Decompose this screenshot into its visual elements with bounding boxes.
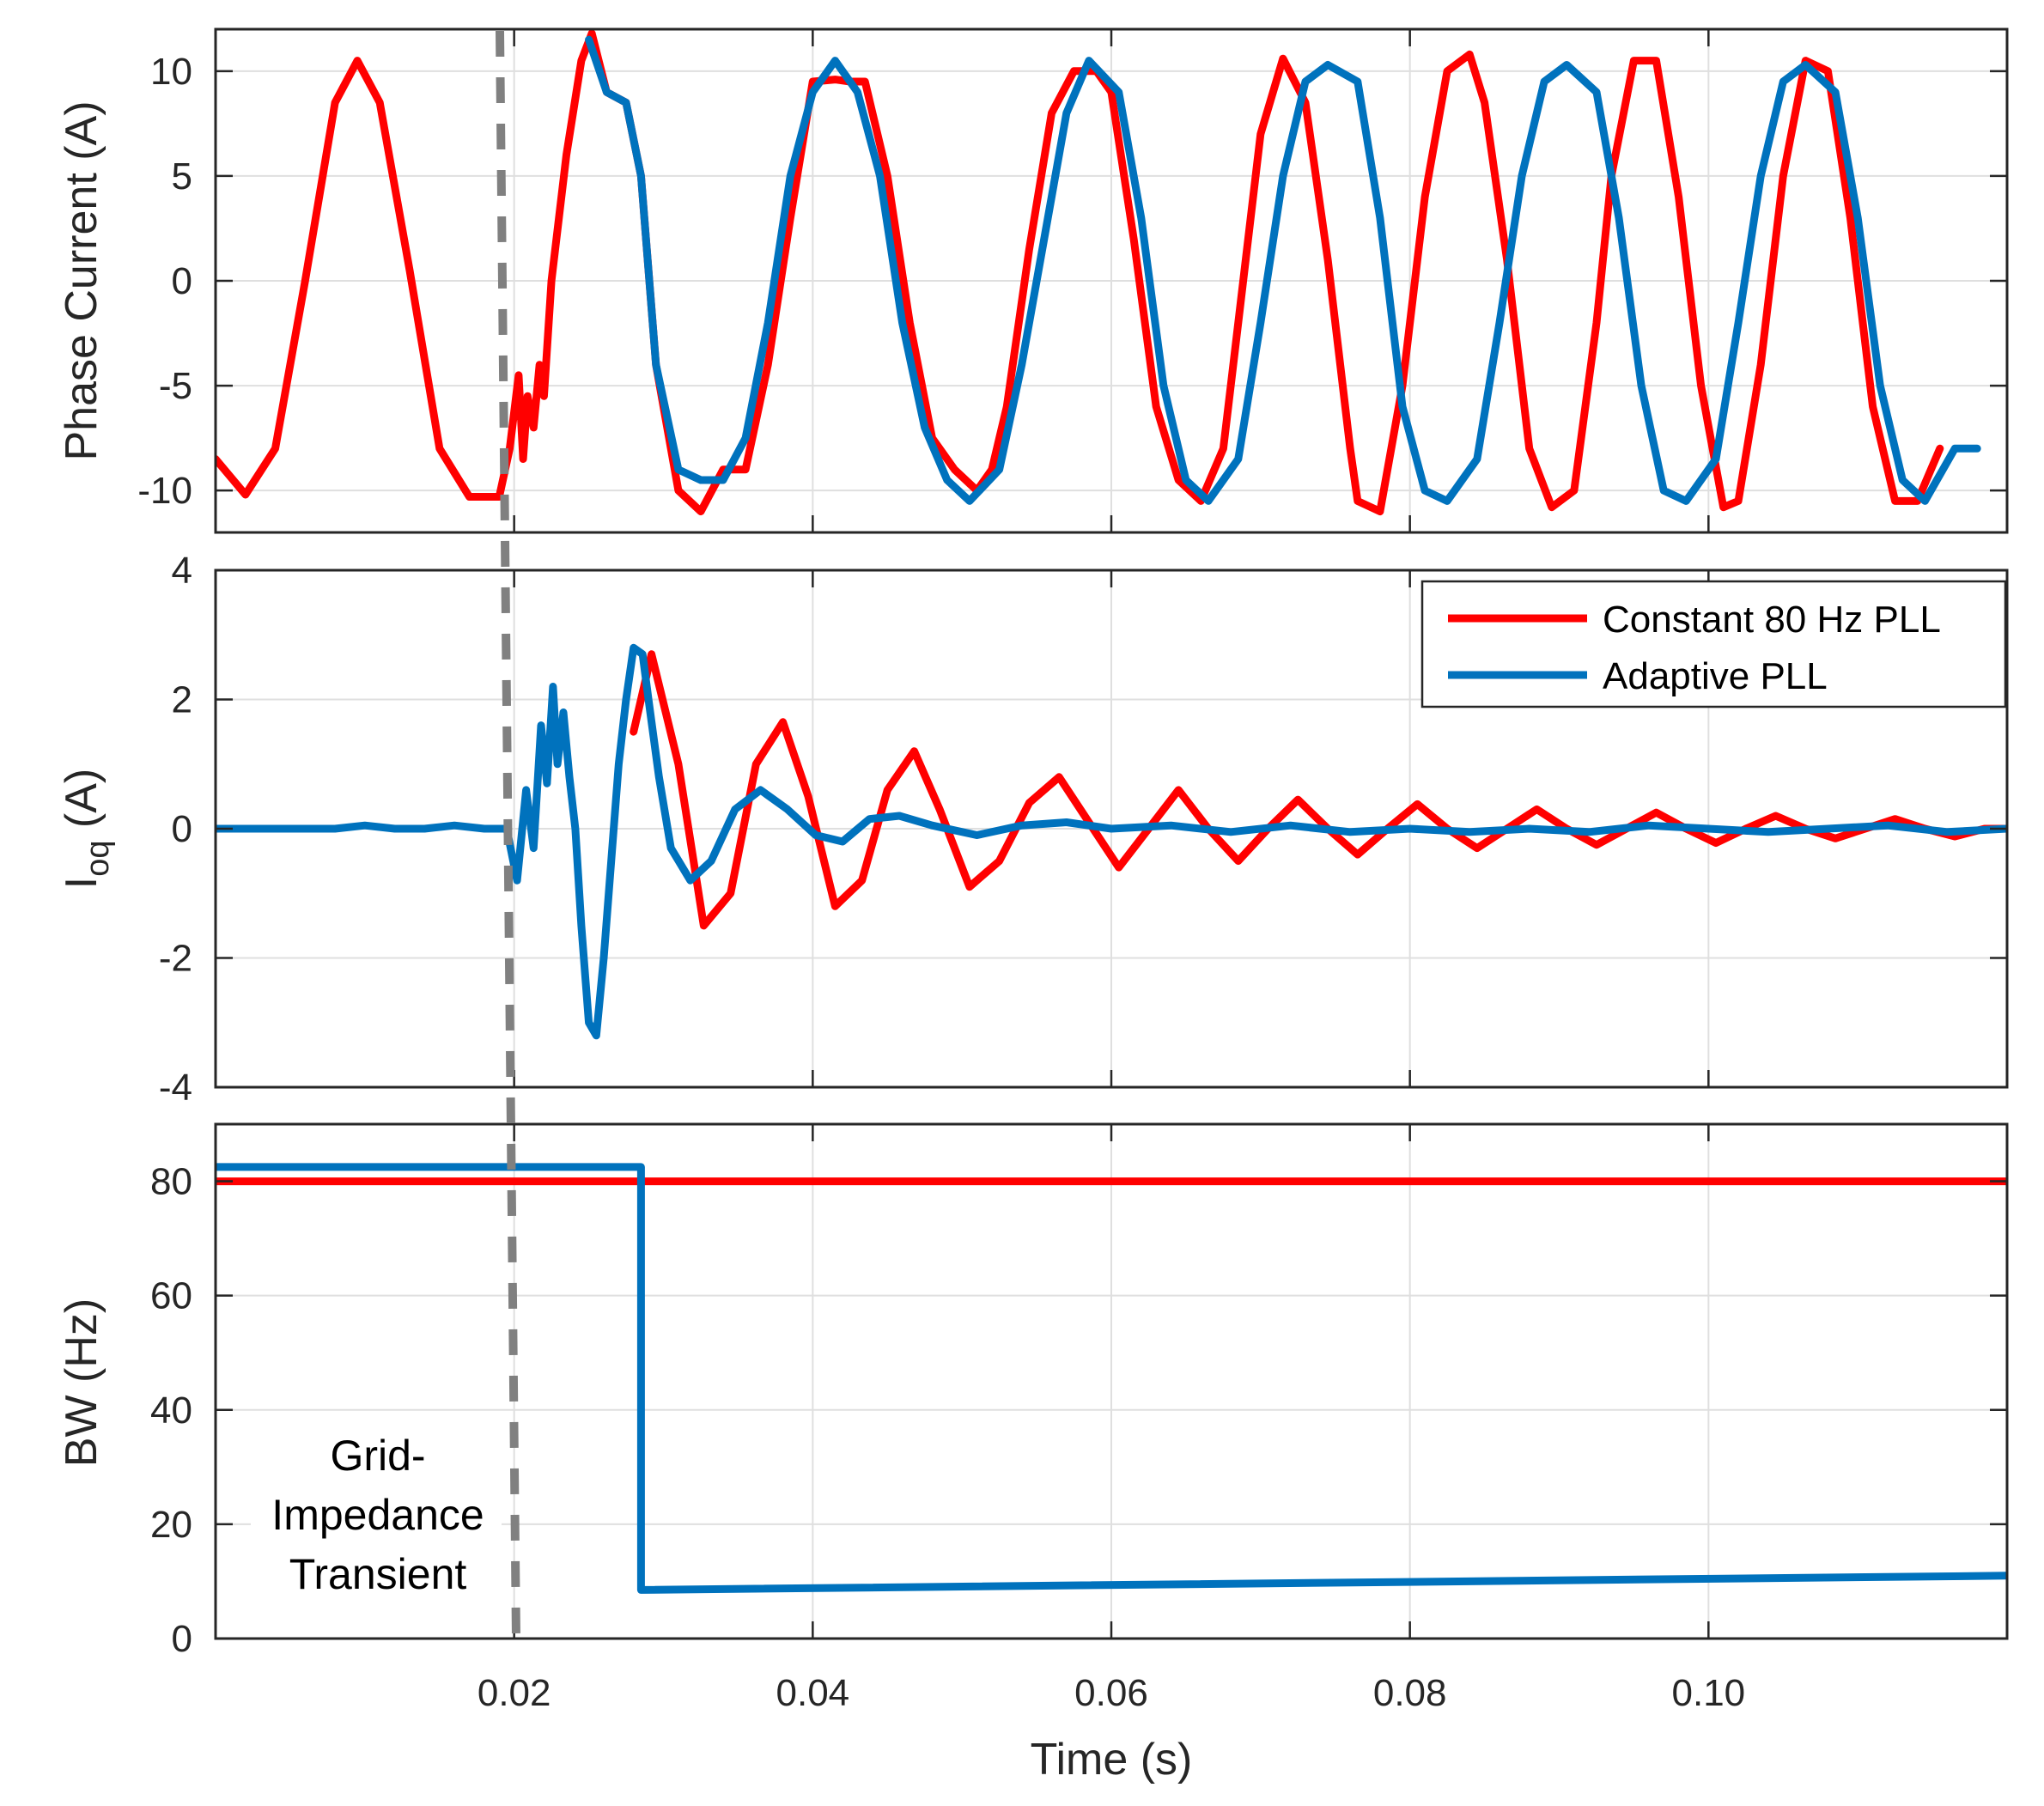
ioq-ytick-label: -4 (159, 1067, 192, 1109)
annotation-line-1: Grid- (330, 1432, 425, 1480)
ioq-ylabel-main: I (57, 877, 106, 889)
phase-current-yticks: 10 5 0 -5 -10 (137, 29, 2007, 532)
phase-current-panel: 10 5 0 -5 -10 Phase Current (A) (57, 27, 2009, 534)
ioq-ylabel-subscript: oq (80, 841, 116, 877)
bandwidth-ytick-label: 0 (172, 1618, 192, 1660)
legend-label-adaptive: Adaptive PLL (1603, 655, 1828, 697)
phase-current-ytick-label: -5 (159, 365, 192, 407)
x-tick-label: 0.04 (776, 1672, 850, 1714)
x-tick-label: 0.10 (1672, 1672, 1746, 1714)
legend-label-constant: Constant 80 Hz PLL (1603, 599, 1941, 641)
phase-current-ytick-label: 10 (150, 51, 192, 93)
transient-marker-line (496, 30, 520, 1639)
ioq-yticks: 4 2 0 -2 -4 (159, 550, 2007, 1109)
phase-current-ylabel: Phase Current (A) (57, 100, 106, 460)
annotation-line-3: Transient (289, 1550, 467, 1598)
bandwidth-ytick-label: 40 (150, 1389, 192, 1432)
ioq-ylabel: Ioq (A) (57, 769, 116, 890)
ioq-ytick-label: 2 (172, 679, 192, 721)
bandwidth-ytick-label: 80 (150, 1161, 192, 1203)
ioq-ytick-label: 0 (172, 808, 192, 850)
legend: Constant 80 Hz PLL Adaptive PLL (1420, 580, 2007, 708)
bandwidth-ylabel: BW (Hz) (57, 1298, 106, 1467)
bandwidth-series-adaptive (216, 1163, 2007, 1594)
x-tick-label: 0.08 (1373, 1672, 1447, 1714)
ioq-ytick-label: -2 (159, 938, 192, 980)
ioq-series-constant (630, 650, 2007, 930)
ioq-panel: 4 2 0 -2 -4 Ioq (A) Constant 80 Hz PLL Adapt… (57, 550, 2009, 1109)
x-tick-label: 0.02 (478, 1672, 551, 1714)
phase-current-ytick-label: 0 (172, 260, 192, 302)
phase-current-ytick-label: -10 (137, 470, 192, 512)
phase-current-series (216, 29, 1981, 516)
annotation-line-2: Impedance (271, 1491, 484, 1539)
x-tick-label: 0.06 (1074, 1672, 1148, 1714)
x-axis-label: Time (s) (1031, 1735, 1193, 1785)
phase-current-series-adaptive (585, 35, 1981, 505)
ioq-ytick-label: 4 (172, 550, 192, 592)
ioq-ylabel-unit: (A) (57, 769, 106, 841)
x-axis-ticks: 0.02 0.04 0.06 0.08 0.10 (478, 1672, 1745, 1714)
bandwidth-ytick-label: 20 (150, 1504, 192, 1546)
bandwidth-series (216, 1163, 2007, 1594)
phase-current-ytick-label: 5 (172, 155, 192, 198)
bandwidth-yticks: 80 60 40 20 0 (150, 1124, 2007, 1660)
transient-annotation: Grid- Impedance Transient (251, 1424, 502, 1604)
phase-current-grid (216, 29, 2007, 532)
bandwidth-ytick-label: 60 (150, 1275, 192, 1317)
phase-current-series-constant (216, 29, 1944, 516)
bandwidth-panel: 80 60 40 20 0 BW (Hz) 0.02 0.04 0.06 0.08 0.10 T… (57, 1122, 2009, 1785)
